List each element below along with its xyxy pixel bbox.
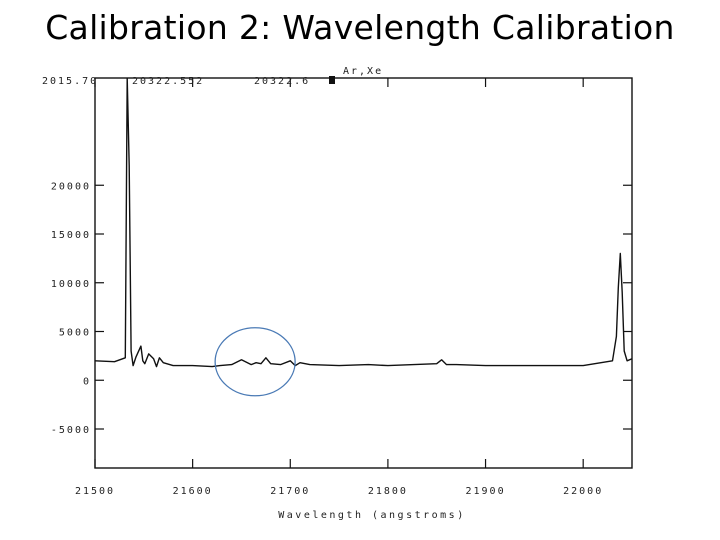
cursor-marker (329, 76, 335, 84)
x-tick-label: 21900 (465, 486, 505, 497)
cursor-x-readout: 2015.70 (42, 76, 98, 87)
y-tick-label: -5000 (51, 425, 91, 436)
x-tick-label: 21800 (368, 486, 408, 497)
x-axis: 21500 21600 21700 21800 21900 22000 (75, 78, 603, 497)
y-axis: 20000 15000 10000 5000 0 -5000 (51, 181, 632, 436)
y-tick-label: 15000 (51, 230, 91, 241)
series-group (95, 78, 632, 368)
x-tick-label: 21500 (75, 486, 115, 497)
y-tick-label: 10000 (51, 279, 91, 290)
x-axis-label: Wavelength (angstroms) (278, 510, 465, 521)
cursor-wavelength-readout: 20322.552 (132, 76, 204, 87)
y-tick-label: 5000 (59, 328, 91, 339)
plot-frame (94, 77, 633, 469)
x-tick-label: 21700 (270, 486, 310, 497)
spectrum-line (95, 78, 632, 368)
annotation-group (214, 327, 296, 397)
highlight-circle (214, 327, 296, 397)
slide-title: Calibration 2: Wavelength Calibration (45, 8, 675, 47)
y-tick-label: 0 (83, 376, 91, 387)
x-tick-label: 22000 (563, 486, 603, 497)
x-tick-label: 21600 (173, 486, 213, 497)
y-tick-label: 20000 (51, 181, 91, 192)
spectrum-label: Ar,Xe (343, 66, 383, 77)
cursor-value-readout: 20322.6 (254, 76, 310, 87)
